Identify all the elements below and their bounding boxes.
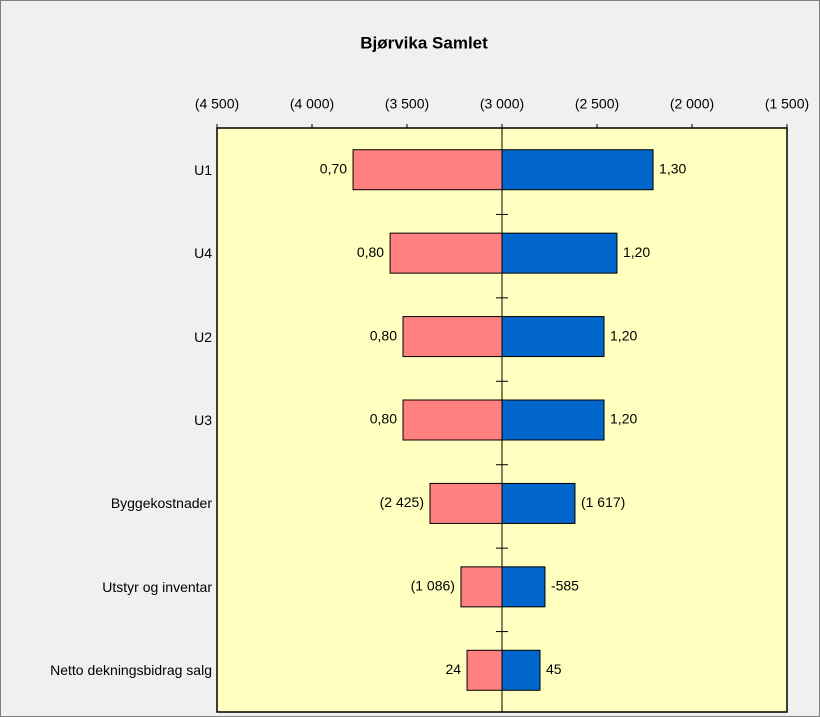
bar-label: 0,80 <box>370 327 397 343</box>
bar <box>429 482 503 524</box>
category-label: U3 <box>12 390 212 450</box>
category-text: U3 <box>194 412 212 428</box>
bar-label: 1,20 <box>610 327 637 343</box>
bar-label: (1 086) <box>411 578 455 594</box>
bar-label: 1,20 <box>610 411 637 427</box>
bar-label: 24 <box>445 661 461 677</box>
bar-label: -585 <box>551 578 579 594</box>
bar-label: 45 <box>546 661 562 677</box>
bar <box>501 649 541 691</box>
category-label: U1 <box>12 140 212 200</box>
bar <box>501 232 618 274</box>
chart-title: Bjørvika Samlet <box>360 33 488 52</box>
bar <box>501 316 605 358</box>
bar <box>460 566 503 608</box>
category-text: Netto dekningsbidrag salg <box>50 662 212 679</box>
category-label: Byggekostnader <box>12 473 212 533</box>
bar <box>501 149 654 191</box>
x-tick-label: (4 000) <box>290 96 334 112</box>
x-tick-label: (2 500) <box>575 96 619 112</box>
bar <box>501 399 605 441</box>
bar-label: 0,80 <box>370 411 397 427</box>
bar-label: (1 617) <box>581 494 625 510</box>
bar-label: (2 425) <box>380 494 424 510</box>
category-text: U1 <box>194 161 212 178</box>
bar <box>466 649 503 691</box>
x-tick-label: (3 500) <box>385 96 429 112</box>
category-text: Byggekostnader <box>110 495 212 512</box>
category-text: Utstyr og inventar <box>102 578 212 595</box>
category-text: U4 <box>194 245 212 262</box>
category-label: Netto dekningsbidrag salg <box>12 640 212 700</box>
category-label: U4 <box>12 223 212 283</box>
x-tick-label: (4 500) <box>195 96 239 112</box>
category-label: Utstyr og inventar <box>12 557 212 617</box>
bar <box>402 316 503 358</box>
bar <box>352 149 503 191</box>
x-tick-label: (1 500) <box>765 96 809 112</box>
bar <box>501 566 546 608</box>
bar <box>501 482 576 524</box>
bar <box>389 232 503 274</box>
category-label: U2 <box>12 307 212 367</box>
bar-label: 0,70 <box>320 160 347 176</box>
bar-label: 0,80 <box>357 244 384 260</box>
bar <box>402 399 503 441</box>
x-tick-label: (3 000) <box>480 96 524 112</box>
bar-label: 1,30 <box>659 160 686 176</box>
bar-label: 1,20 <box>623 244 650 260</box>
x-tick-label: (2 000) <box>670 96 714 112</box>
category-text: U2 <box>194 328 212 345</box>
